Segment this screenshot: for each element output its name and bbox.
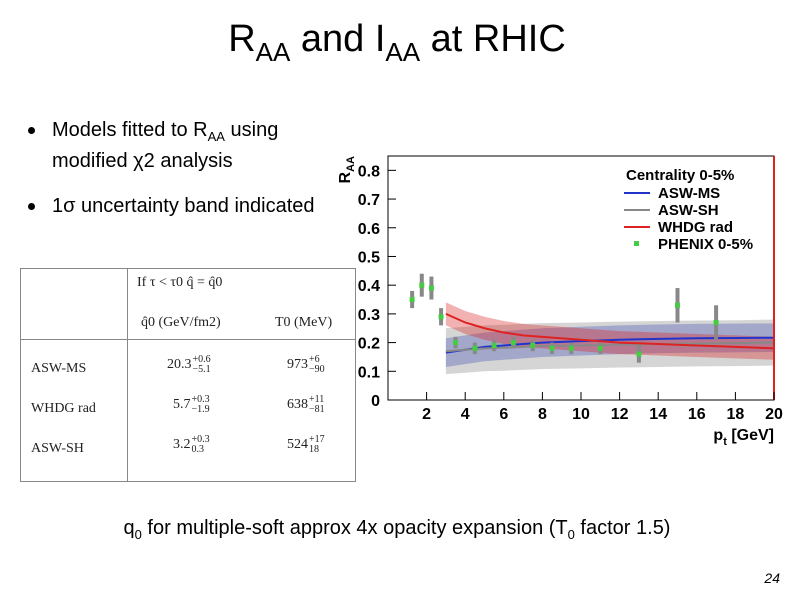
y-tick-label: 0.2 [358,336,380,353]
x-tick-label: 8 [538,406,547,423]
table-row-q0: 5.7 +0.3 −1.9 [173,394,210,415]
x-tick-label: 10 [572,406,590,423]
x-tick-label: 6 [499,406,508,423]
data-point [636,351,642,357]
bullet-list: Models fitted to RAA using modified χ2 a… [28,118,328,239]
y-tick-label: 0.1 [358,364,380,381]
line-asw_sh [445,341,775,353]
table-row-t0: 638 +11 −81 [287,394,325,415]
legend-marker-phenix [634,241,639,246]
data-point [472,345,478,351]
table-row-model: ASW-MS [31,361,87,376]
line-whdg [445,312,775,350]
y-tick-label: 0.8 [358,163,380,180]
data-point [713,319,719,325]
table-row-model: WHDG rad [31,401,96,416]
table-row-q0: 20.3 +0.6 −5.1 [167,354,211,375]
x-tick-label: 16 [688,406,706,423]
x-tick-label: 2 [422,406,431,423]
table-row-model: ASW-SH [31,441,84,456]
bullet-dot-icon [28,203,35,210]
data-point [428,285,434,291]
x-tick-label: 4 [461,406,470,423]
y-tick-label: 0.7 [358,192,380,209]
data-point [438,314,444,320]
raa-chart: 2 4 6 8 10 12 14 16 18 20 0 0.1 0.2 0.3 0.4 0.5 0.6 0.7 0.… [337,155,783,448]
data-point [491,342,497,348]
y-tick-label: 0.3 [358,307,380,324]
y-tick-label: 0.4 [358,278,380,295]
legend-title: Centrality 0-5% [626,167,734,184]
table-header-t0: T0 (MeV) [275,315,333,330]
data-point [510,340,516,346]
line-asw_ms [445,336,775,354]
x-tick-label: 14 [649,406,667,423]
x-axis-label: pt [GeV] [713,427,774,448]
slide-caption: q0 for multiple-soft approx 4x opacity e… [123,517,671,542]
data-point [453,340,459,346]
table-condition: If τ < τ0 q̂ = q̂0 [137,275,223,290]
y-axis-label: RAA [337,156,357,184]
bullet-item: 1σ uncertainty band indicated [28,194,328,219]
data-point [409,297,415,303]
legend-entry-phenix: PHENIX 0-5% [658,236,753,253]
table-row-t0: 973 +6 −90 [287,354,325,375]
data-point [597,345,603,351]
legend-entry-asw_sh: ASW-SH [658,202,719,219]
data-point [530,342,536,348]
y-tick-label: 0 [371,393,380,410]
x-tick-label: 12 [611,406,629,423]
data-point [568,345,574,351]
y-tick-label: 0.6 [358,221,380,238]
page-number: 24 [764,570,780,586]
legend-entry-asw_ms: ASW-MS [658,185,720,202]
bullet-dot-icon [28,127,35,134]
x-tick-label: 18 [727,406,745,423]
table-header-q0: q̂0 (GeV/fm2) [141,315,221,330]
x-tick-label: 20 [765,406,783,423]
fit-results-table: If τ < τ0 q̂ = q̂0 q̂0 (GeV/fm2) T0 (MeV… [20,268,356,482]
data-point [419,282,425,288]
bullet-item: Models fitted to RAA using modified χ2 a… [28,118,328,174]
data-point [549,345,555,351]
y-tick-label: 0.5 [358,249,380,266]
table-row-q0: 3.2 +0.3 0.3 [173,434,210,455]
table-row-t0: 524 +17 18 [287,434,325,455]
band-asw_sh [445,319,774,375]
data-point [675,302,680,308]
slide-title: RAA and IAA at RHIC [228,18,566,67]
legend-entry-whdg: WHDG rad [658,219,733,236]
